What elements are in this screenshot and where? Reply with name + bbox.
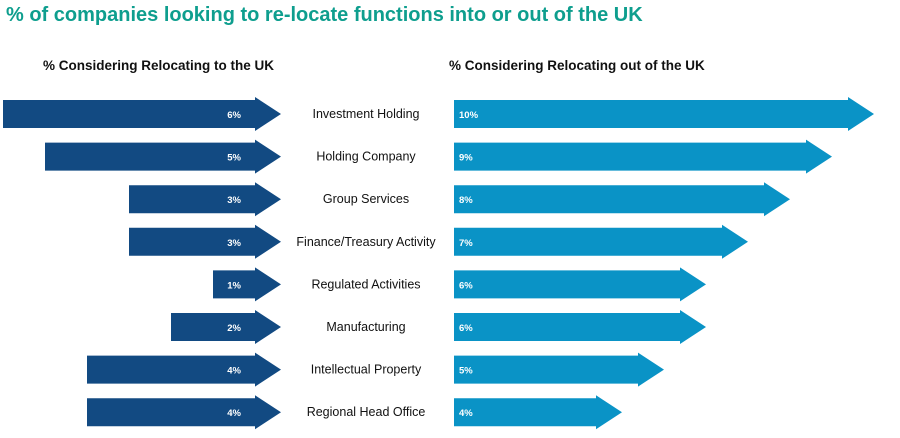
left-arrow-bar: [45, 139, 281, 174]
left-value-label: 3%: [227, 195, 241, 206]
left-series-label: % Considering Relocating to the UK: [43, 58, 275, 73]
right-value-label: 4%: [459, 408, 473, 419]
right-value-label: 5%: [459, 366, 473, 377]
left-value-label: 4%: [227, 366, 241, 377]
left-arrow-bar: [87, 395, 281, 430]
category-label: Investment Holding: [312, 107, 419, 121]
left-arrow-bar: [129, 182, 281, 217]
right-arrow-bar: [454, 224, 748, 259]
right-value-label: 8%: [459, 195, 473, 206]
right-arrow-bar: [454, 395, 622, 430]
right-arrow-bar: [454, 352, 664, 387]
left-arrow-bar: [129, 224, 281, 259]
category-label: Finance/Treasury Activity: [296, 235, 436, 249]
left-arrow-bar: [3, 97, 281, 131]
category-label: Group Services: [323, 192, 409, 206]
left-arrow-bar: [171, 310, 281, 344]
category-label: Manufacturing: [326, 320, 405, 334]
right-value-label: 7%: [459, 238, 473, 249]
right-value-label: 10%: [459, 110, 479, 121]
right-value-label: 6%: [459, 323, 473, 334]
right-arrow-bar: [454, 267, 706, 302]
right-arrow-bar: [454, 310, 706, 344]
chart-title: % of companies looking to re-locate func…: [6, 4, 643, 26]
right-arrow-bar: [454, 182, 790, 217]
right-arrow-bar: [454, 97, 874, 131]
left-arrow-bar: [87, 352, 281, 387]
left-value-label: 1%: [227, 280, 241, 291]
left-value-label: 6%: [227, 110, 241, 121]
right-value-label: 6%: [459, 280, 473, 291]
category-label: Holding Company: [316, 150, 416, 164]
category-label: Regulated Activities: [311, 277, 420, 291]
left-arrow-bar: [213, 267, 281, 302]
left-value-label: 2%: [227, 323, 241, 334]
category-label: Regional Head Office: [307, 405, 426, 419]
left-value-label: 4%: [227, 408, 241, 419]
right-arrow-bar: [454, 139, 832, 174]
left-value-label: 5%: [227, 153, 241, 164]
right-series-label: % Considering Relocating out of the UK: [449, 58, 705, 73]
category-label: Intellectual Property: [311, 363, 422, 377]
right-value-label: 9%: [459, 153, 473, 164]
left-value-label: 3%: [227, 238, 241, 249]
